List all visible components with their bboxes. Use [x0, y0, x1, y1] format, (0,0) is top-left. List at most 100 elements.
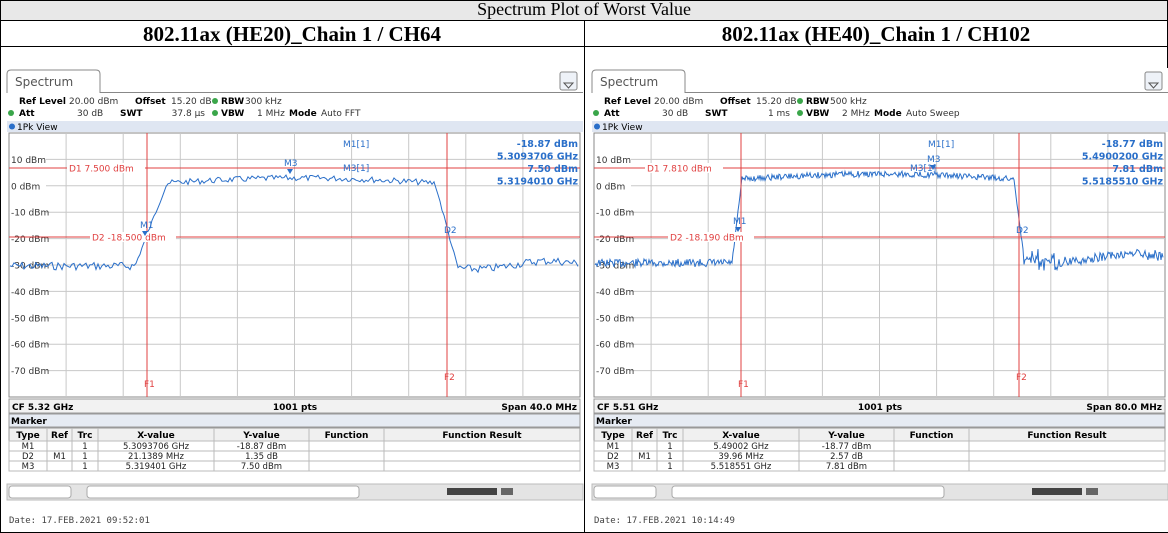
- marker-row: [8, 450, 581, 462]
- readout-line: 7.50 dBm: [527, 164, 578, 175]
- marker-cell: 1: [82, 462, 87, 472]
- marker-triangle: [735, 227, 741, 232]
- y-label: -30 dBm: [596, 262, 634, 272]
- y-label-bg: [10, 338, 46, 350]
- setting-value: Auto FFT: [321, 109, 361, 119]
- setting-label: Offset: [135, 97, 166, 107]
- setting-label: SWT: [120, 109, 143, 119]
- marker-column-header: Ref: [636, 431, 653, 441]
- menu-icon: [559, 71, 578, 91]
- trace-dot: [594, 123, 600, 130]
- setting-label: Ref Level: [604, 97, 651, 107]
- line-label-bg: [668, 232, 754, 242]
- trace: [9, 174, 579, 274]
- marker-column-header: Function Result: [1027, 431, 1107, 441]
- marker-cell: 1: [82, 442, 87, 452]
- footer-points: 1001 pts: [858, 403, 902, 413]
- y-label: 10 dBm: [596, 156, 631, 166]
- y-label-bg: [595, 153, 631, 165]
- y-label-bg: [10, 311, 46, 323]
- y-label-bg: [10, 232, 46, 244]
- status-field: [86, 485, 360, 499]
- marker-column-header: X-value: [722, 431, 759, 441]
- coupled-dot: [797, 110, 803, 116]
- y-label-bg: [10, 285, 46, 297]
- marker-cell: -18.77 dBm: [822, 442, 872, 452]
- marker-cell: M3: [607, 462, 620, 472]
- y-label-bg: [595, 206, 631, 218]
- table-title: Spectrum Plot of Worst Value: [477, 0, 691, 19]
- marker-column-header: Function Result: [442, 431, 522, 441]
- marker-cell: 7.81 dBm: [826, 462, 867, 472]
- marker-column-header: Type: [601, 431, 624, 441]
- date: Date: 17.FEB.2021 09:52:01: [9, 516, 150, 526]
- setting-value: 1 ms: [768, 109, 790, 119]
- marker-cell: 1: [667, 452, 672, 462]
- y-label: -50 dBm: [596, 314, 634, 324]
- trace: [594, 169, 1164, 272]
- marker-cell: 1: [667, 462, 672, 472]
- setting-value: 2 MHz: [842, 109, 870, 119]
- display-line-label: D1 7.810 dBm: [647, 165, 712, 175]
- panel-heading: 802.11ax (HE20)_Chain 1 / CH64: [143, 22, 442, 46]
- y-label: -60 dBm: [11, 341, 49, 351]
- display-line-tag: D2: [444, 226, 457, 236]
- setting-value: 500 kHz: [830, 97, 867, 107]
- marker-ref-tag: M3[1]: [343, 164, 369, 174]
- marker-triangle: [142, 231, 148, 236]
- trace-dot: [9, 123, 15, 130]
- readout-line: 5.4900200 GHz: [1082, 152, 1164, 163]
- marker-column-header: X-value: [137, 431, 174, 441]
- marker-row: [593, 440, 1166, 452]
- tab: [6, 69, 101, 93]
- y-label-bg: [595, 232, 631, 244]
- footer-span: Span 40.0 MHz: [501, 403, 577, 413]
- progress-icon: [1086, 488, 1098, 495]
- line-label-bg: [90, 232, 176, 242]
- readout-line: -18.77 dBm: [1102, 139, 1163, 150]
- marker-tag: M3: [927, 155, 941, 165]
- menu-icon-glyph: [562, 82, 575, 89]
- setting-value: Auto Sweep: [906, 109, 960, 119]
- marker-tag: M1: [140, 221, 154, 231]
- marker-column-header: Type: [16, 431, 39, 441]
- view-label: 1Pk View: [602, 123, 643, 133]
- frequency-line-label: F1: [144, 380, 155, 390]
- coupled-dot: [212, 110, 218, 116]
- y-label: -20 dBm: [596, 235, 634, 245]
- setting-value: 20.00 dBm: [654, 97, 703, 107]
- marker-cell: 7.50 dBm: [241, 462, 282, 472]
- view-bar: [7, 121, 583, 132]
- marker-cell: D2: [22, 452, 34, 462]
- progress-bar: [447, 488, 497, 495]
- view-bar: [592, 121, 1168, 132]
- tab-label: Spectrum: [15, 75, 73, 89]
- y-label-bg: [595, 285, 631, 297]
- footer-bar: [8, 398, 581, 414]
- marker-cell: 5.49002 GHz: [713, 442, 769, 452]
- setting-label: VBW: [221, 109, 244, 119]
- marker-cell: 1: [667, 442, 672, 452]
- frequency-line-label: F2: [1016, 373, 1027, 383]
- panel-heading: 802.11ax (HE40)_Chain 1 / CH102: [722, 22, 1031, 46]
- coupled-dot: [593, 110, 599, 116]
- y-label: -60 dBm: [596, 341, 634, 351]
- marker-tag: M3: [284, 159, 298, 169]
- display-line-label: D1 7.500 dBm: [69, 165, 134, 175]
- setting-label: RBW: [806, 97, 829, 107]
- y-label: 0 dBm: [11, 182, 40, 192]
- spectrum-screen: Spectrum Ref Level 20.00 dBm Offset 15.20 dB…: [6, 68, 584, 532]
- y-label: -40 dBm: [11, 288, 49, 298]
- footer-center: CF 5.51 GHz: [597, 403, 658, 413]
- y-label: -70 dBm: [596, 367, 634, 377]
- setting-label: Mode: [289, 109, 317, 119]
- marker-ref-tag: M3[1]: [910, 164, 936, 174]
- view-label: 1Pk View: [17, 123, 58, 133]
- y-label-bg: [595, 311, 631, 323]
- marker-cell: 39.96 MHz: [718, 452, 764, 462]
- marker-row: [8, 440, 581, 452]
- marker-column-header: Trc: [663, 431, 678, 441]
- spectrum-screen: Spectrum Ref Level 20.00 dBm Offset 15.20 dB…: [591, 68, 1168, 532]
- setting-label: VBW: [806, 109, 829, 119]
